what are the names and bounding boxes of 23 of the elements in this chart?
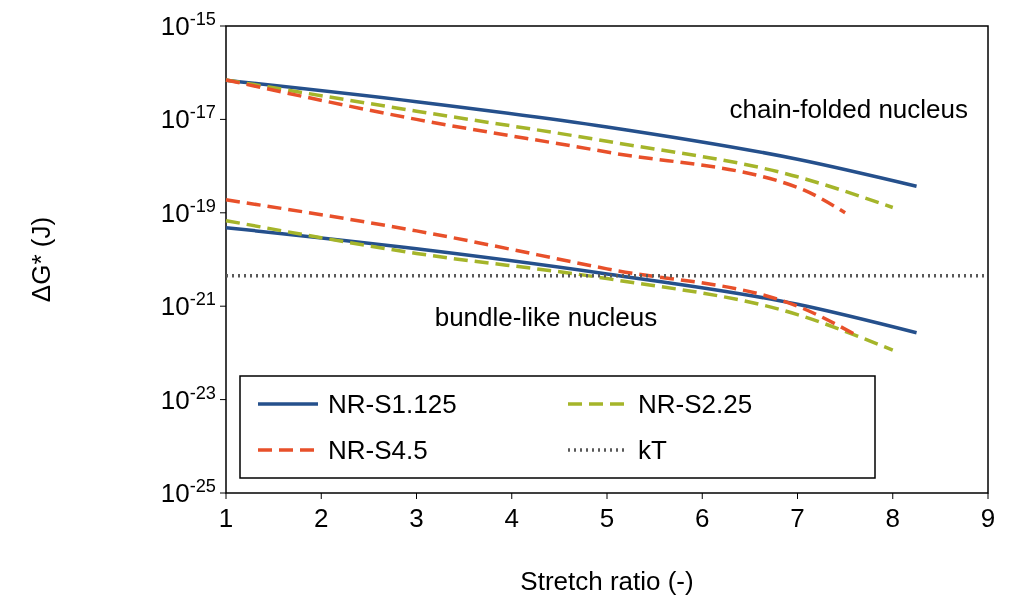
legend-label: NR-S4.5 bbox=[328, 435, 428, 465]
y-tick-label: 10$^{-15}$ bbox=[160, 9, 216, 41]
x-tick-label: 9 bbox=[980, 503, 996, 533]
y-tick-label: 10$^{-17}$ bbox=[160, 102, 216, 135]
annotation: chain-folded nucleus bbox=[729, 94, 968, 124]
y-tick-label: 10$^{-23}$ bbox=[160, 382, 216, 415]
x-tick-label: 8 bbox=[885, 503, 900, 533]
annotation: bundle-like nucleus bbox=[434, 302, 658, 332]
legend-label: NR-S1.125 bbox=[328, 389, 457, 419]
x-axis-title: Stretch ratio (-) bbox=[520, 566, 694, 596]
y-tick-label: 10$^{-19}$ bbox=[160, 195, 216, 228]
y-tick-label: 10$^{-21}$ bbox=[160, 289, 216, 322]
x-tick-label: 5 bbox=[599, 503, 615, 533]
x-tick-label: 7 bbox=[790, 503, 805, 533]
x-tick-label: 4 bbox=[504, 503, 519, 533]
x-tick-label: 1 bbox=[218, 503, 234, 533]
x-tick-label: 6 bbox=[695, 503, 710, 533]
y-axis-title: ΔG* (J) bbox=[26, 216, 56, 303]
legend-label: NR-S2.25 bbox=[638, 389, 753, 419]
x-tick-label: 3 bbox=[409, 503, 424, 533]
legend-label: kT bbox=[638, 435, 667, 465]
x-tick-label: 2 bbox=[314, 503, 329, 533]
y-tick-label: 10$^{-25}$ bbox=[160, 476, 216, 508]
